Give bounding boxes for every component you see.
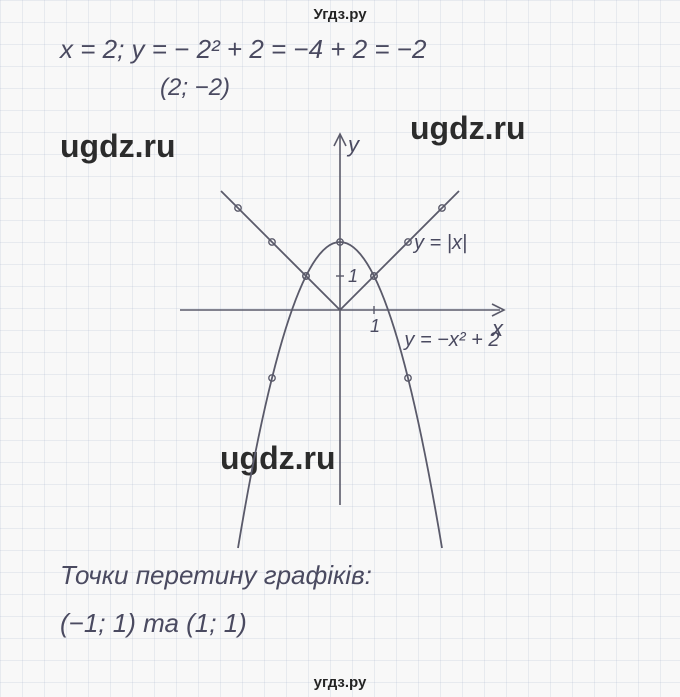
overlay-watermark-1: ugdz.ru: [60, 128, 176, 165]
graph-svg: [170, 130, 510, 510]
tick-label-y: 1: [348, 266, 358, 287]
handwritten-line-1: x = 2; y = − 2² + 2 = −4 + 2 = −2: [60, 34, 426, 65]
watermark-top: Угдз.ру: [313, 6, 366, 23]
handwritten-line-4: (−1; 1) та (1; 1): [60, 608, 247, 639]
label-parabola-function: y = −x² + 2: [404, 329, 499, 352]
handwritten-line-3: Точки перетину графіків:: [60, 560, 372, 591]
label-abs-function: y = |x|: [414, 232, 467, 255]
handwritten-line-2: (2; −2): [160, 74, 230, 102]
tick-label-x: 1: [370, 316, 380, 337]
watermark-bottom: угдз.ру: [314, 674, 367, 691]
graph-container: y x 1 1 y = |x| y = −x² + 2: [170, 130, 510, 510]
y-axis-label: y: [348, 132, 359, 158]
